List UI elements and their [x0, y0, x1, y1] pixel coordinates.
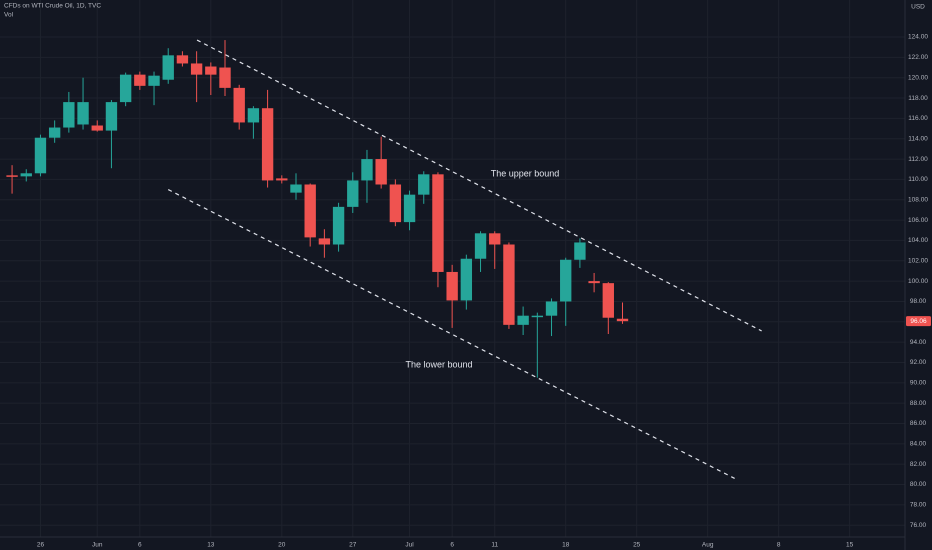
candle-body	[6, 175, 18, 177]
candle-body	[20, 173, 32, 177]
y-tick-label: 78.00	[910, 502, 927, 509]
candle-body	[389, 184, 402, 223]
currency-label: USD	[911, 4, 925, 11]
candle-body	[616, 318, 629, 322]
y-tick-label: 92.00	[910, 359, 927, 366]
candle-body	[503, 244, 515, 325]
candle-body	[48, 127, 61, 138]
candle-body	[560, 259, 572, 302]
candle-body	[105, 102, 118, 131]
candle-body	[247, 108, 260, 123]
candle-body	[460, 258, 473, 301]
candle-body	[375, 159, 387, 185]
candle-body	[403, 194, 416, 223]
x-tick-label: 15	[846, 542, 854, 549]
candle-body	[474, 233, 487, 259]
x-tick-label: 27	[349, 542, 357, 549]
y-tick-label: 120.00	[908, 74, 928, 81]
y-tick-label: 118.00	[908, 95, 928, 102]
last-price-tag	[906, 316, 931, 327]
y-tick-label: 76.00	[910, 522, 927, 529]
candle-body	[361, 159, 373, 181]
candle-body	[531, 315, 543, 318]
y-tick-label: 98.00	[910, 298, 927, 305]
chart-title: CFDs on WTI Crude Oil, 1D, TVC	[4, 3, 101, 10]
candle-body	[261, 108, 274, 181]
candle-body	[432, 174, 444, 272]
candle-body	[489, 233, 501, 245]
candle-body	[162, 55, 174, 80]
candle-body	[233, 87, 245, 123]
y-tick-label: 110.00	[908, 176, 928, 183]
x-tick-label: 8	[777, 542, 781, 549]
y-tick-label: 112.00	[908, 156, 928, 163]
candle-body	[304, 184, 316, 238]
last-price-label: 96.06	[910, 318, 927, 325]
candle-body	[602, 283, 614, 318]
y-tick-label: 102.00	[908, 257, 928, 264]
x-tick-label: 18	[562, 542, 570, 549]
x-tick-label: Aug	[702, 542, 714, 549]
candle-body	[176, 55, 189, 64]
candle-body	[276, 178, 288, 181]
candle-body	[190, 63, 203, 75]
candle-body	[446, 271, 458, 301]
candle-body	[588, 281, 600, 284]
candle-body	[77, 102, 89, 125]
y-tick-label: 94.00	[910, 339, 927, 346]
x-tick-label: 6	[450, 542, 454, 549]
x-tick-label: Jul	[405, 542, 414, 549]
candle-body	[34, 137, 47, 174]
y-tick-label: 116.00	[908, 115, 928, 122]
y-tick-label: 114.00	[908, 135, 928, 142]
trend-label: The lower bound	[405, 359, 472, 369]
x-tick-label: 13	[207, 542, 215, 549]
trend-line	[196, 39, 762, 332]
candle-body	[332, 206, 345, 245]
volume-label: Vol	[4, 12, 14, 19]
y-tick-label: 100.00	[908, 278, 928, 285]
candle-body	[418, 174, 430, 195]
trend-line	[167, 189, 735, 479]
candle-body	[134, 74, 146, 86]
y-tick-label: 86.00	[910, 420, 927, 427]
y-tick-label: 80.00	[910, 481, 927, 488]
y-tick-label: 88.00	[910, 400, 927, 407]
trend-label: The upper bound	[491, 168, 560, 178]
candle-body	[63, 102, 75, 128]
x-tick-label: 11	[491, 542, 498, 549]
candle-body	[318, 238, 331, 245]
y-tick-label: 104.00	[908, 237, 928, 244]
x-tick-label: 25	[633, 542, 641, 549]
candle-body	[119, 74, 132, 103]
candle-body	[574, 242, 586, 260]
y-tick-label: 82.00	[910, 461, 927, 468]
candle-body	[148, 75, 160, 86]
y-tick-label: 108.00	[908, 196, 928, 203]
y-tick-label: 122.00	[908, 54, 928, 61]
x-tick-label: 6	[138, 542, 142, 549]
candle-body	[347, 180, 359, 207]
y-tick-label: 84.00	[910, 441, 927, 448]
x-tick-label: 26	[37, 542, 45, 549]
y-tick-label: 90.00	[910, 380, 927, 387]
candle-body	[517, 315, 529, 325]
y-tick-label: 106.00	[908, 217, 928, 224]
x-tick-label: 20	[278, 542, 286, 549]
candle-body	[545, 301, 558, 316]
x-tick-label: Jun	[92, 542, 103, 549]
y-tick-label: 124.00	[908, 34, 928, 41]
candle-body	[205, 66, 217, 75]
candle-body	[219, 67, 231, 88]
candle-body	[91, 125, 103, 131]
candle-body	[290, 184, 302, 193]
